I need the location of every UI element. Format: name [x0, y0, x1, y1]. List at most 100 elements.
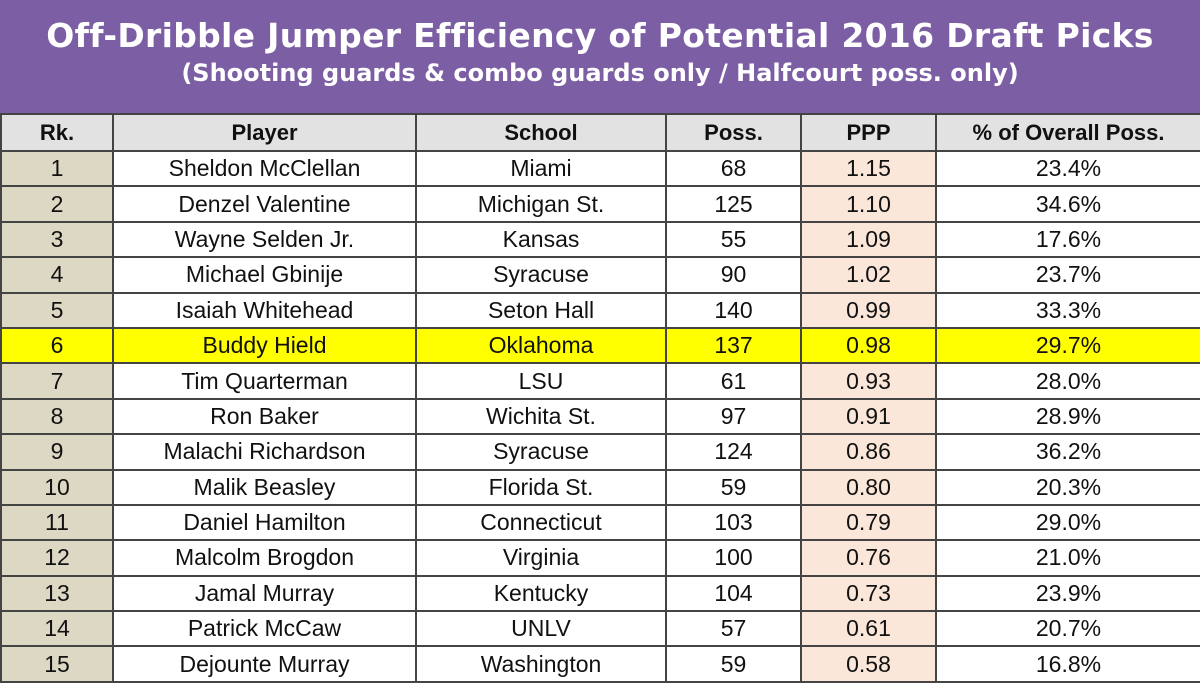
table-cell: 16.8% [935, 645, 1200, 683]
table-cell: 1.10 [800, 185, 937, 223]
table-row: 10 Malik Beasley Florida St. 59 0.80 20.3% [0, 468, 1200, 506]
table-cell: LSU [415, 362, 667, 400]
table-cell: UNLV [415, 610, 667, 648]
table-row: 2 Denzel Valentine Michigan St. 125 1.10 34.6… [0, 185, 1200, 223]
subtitle: (Shooting guards & combo guards only / H… [181, 59, 1019, 87]
table-cell: Washington [415, 645, 667, 683]
table-row: 5 Isaiah Whitehead Seton Hall 140 0.99 33.3% [0, 291, 1200, 329]
table-row: 9 Malachi Richardson Syracuse 124 0.86 36.2% [0, 433, 1200, 471]
table-cell: 29.7% [935, 326, 1200, 365]
table-body: 1 Sheldon McClellan Miami 68 1.15 23.4% 2 Denze… [0, 149, 1200, 683]
table-cell: Jamal Murray [112, 574, 417, 613]
table-cell: 33.3% [935, 291, 1200, 329]
table-cell: 23.4% [935, 149, 1200, 188]
table-cell: 0.99 [800, 291, 937, 329]
table-cell: 140 [665, 291, 802, 329]
table-cell: 0.91 [800, 397, 937, 436]
table-cell: 28.0% [935, 362, 1200, 400]
table-cell: 1.09 [800, 220, 937, 259]
table-cell: Kentucky [415, 574, 667, 613]
column-header: Poss. [665, 113, 802, 152]
table-cell: 0.61 [800, 610, 937, 648]
table-cell: Buddy Hield [112, 326, 417, 365]
table-cell: 29.0% [935, 503, 1200, 542]
table-cell: Wichita St. [415, 397, 667, 436]
table-cell: 28.9% [935, 397, 1200, 436]
table-cell: 0.86 [800, 433, 937, 471]
table-cell: 23.9% [935, 574, 1200, 613]
header-row: Rk. Player School Poss. PPP% of Overall Poss… [0, 113, 1200, 152]
table-cell: 1 [0, 149, 114, 188]
table-cell: 0.79 [800, 503, 937, 542]
table-row: 12 Malcolm Brogdon Virginia 100 0.76 21.0% [0, 539, 1200, 577]
table-cell: 6 [0, 326, 114, 365]
column-header: PPP [800, 113, 937, 152]
column-header: School [415, 113, 667, 152]
table-row: 4 Michael Gbinije Syracuse 90 1.02 23.7% [0, 256, 1200, 294]
table-cell: 11 [0, 503, 114, 542]
table-cell: 8 [0, 397, 114, 436]
table-row: 13 Jamal Murray Kentucky 104 0.73 23.9% [0, 574, 1200, 613]
table-cell: Sheldon McClellan [112, 149, 417, 188]
table-cell: Oklahoma [415, 326, 667, 365]
table-cell: Isaiah Whitehead [112, 291, 417, 329]
table-cell: 125 [665, 185, 802, 223]
table-cell: Malachi Richardson [112, 433, 417, 471]
table-row: 15 Dejounte Murray Washington 59 0.58 16.8% [0, 645, 1200, 683]
table-cell: Wayne Selden Jr. [112, 220, 417, 259]
table-row: 6 Buddy Hield Oklahoma 137 0.98 29.7% [0, 326, 1200, 365]
table-cell: 1.02 [800, 256, 937, 294]
table-cell: Malik Beasley [112, 468, 417, 506]
table-cell: Ron Baker [112, 397, 417, 436]
table-row: 11 Daniel Hamilton Connecticut 103 0.79 29.0% [0, 503, 1200, 542]
table-cell: Malcolm Brogdon [112, 539, 417, 577]
column-header: % of Overall Poss. [935, 113, 1200, 152]
table-cell: 5 [0, 291, 114, 329]
table-cell: 0.93 [800, 362, 937, 400]
table-cell: 103 [665, 503, 802, 542]
table-cell: Daniel Hamilton [112, 503, 417, 542]
table-row: 3 Wayne Selden Jr. Kansas 55 1.09 17.6% [0, 220, 1200, 259]
table-cell: 61 [665, 362, 802, 400]
table: Rk. Player School Poss. PPP% of Overall Poss… [0, 113, 1200, 683]
table-cell: 15 [0, 645, 114, 683]
table-cell: 90 [665, 256, 802, 294]
table-cell: Florida St. [415, 468, 667, 506]
table-cell: 1.15 [800, 149, 937, 188]
header: Off-Dribble Jumper Efficiency of Potenti… [0, 0, 1200, 113]
table-cell: 17.6% [935, 220, 1200, 259]
title: Off-Dribble Jumper Efficiency of Potenti… [46, 16, 1154, 55]
table-cell: 0.80 [800, 468, 937, 506]
table-row: 8 Ron Baker Wichita St. 97 0.91 28.9% [0, 397, 1200, 436]
table-cell: 21.0% [935, 539, 1200, 577]
table-cell: 13 [0, 574, 114, 613]
table-cell: Seton Hall [415, 291, 667, 329]
table-row: 1 Sheldon McClellan Miami 68 1.15 23.4% [0, 149, 1200, 188]
table-cell: 2 [0, 185, 114, 223]
table-cell: 0.73 [800, 574, 937, 613]
table-cell: Michael Gbinije [112, 256, 417, 294]
column-header: Player [112, 113, 417, 152]
table-cell: 55 [665, 220, 802, 259]
column-header: Rk. [0, 113, 114, 152]
table-cell: Denzel Valentine [112, 185, 417, 223]
table-cell: Miami [415, 149, 667, 188]
table-cell: Michigan St. [415, 185, 667, 223]
table-cell: Syracuse [415, 433, 667, 471]
table-cell: 57 [665, 610, 802, 648]
table-cell: 59 [665, 645, 802, 683]
table-cell: 3 [0, 220, 114, 259]
table-cell: 104 [665, 574, 802, 613]
table-cell: 4 [0, 256, 114, 294]
table-cell: 124 [665, 433, 802, 471]
table-cell: 0.76 [800, 539, 937, 577]
table-cell: 34.6% [935, 185, 1200, 223]
table-cell: 100 [665, 539, 802, 577]
table-cell: 23.7% [935, 256, 1200, 294]
table-cell: Patrick McCaw [112, 610, 417, 648]
table-cell: 59 [665, 468, 802, 506]
table-cell: 10 [0, 468, 114, 506]
table-cell: 20.3% [935, 468, 1200, 506]
table-cell: 9 [0, 433, 114, 471]
